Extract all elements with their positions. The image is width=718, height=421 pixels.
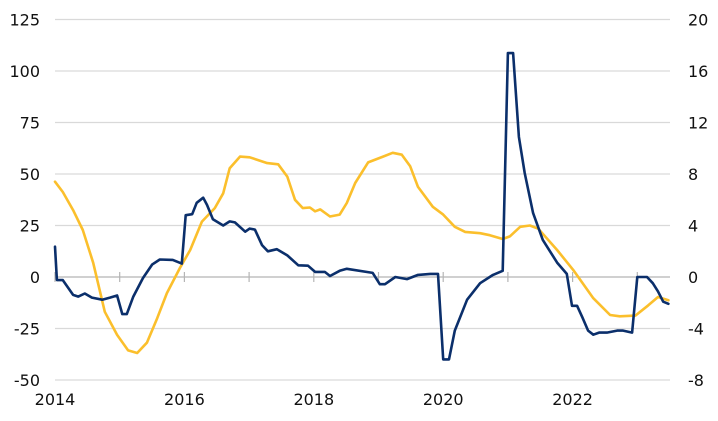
left-tick-label: 75 — [20, 114, 40, 133]
x-tick-label: 2020 — [423, 390, 464, 409]
right-tick-label: 12 — [688, 114, 708, 133]
right-axis-labels: 20 16 12 8 4 0 -4 -8 — [688, 11, 708, 391]
x-tick-label: 2018 — [293, 390, 334, 409]
gridlines — [55, 18, 670, 381]
right-tick-label: 0 — [688, 268, 698, 287]
x-axis-labels: 2014 2016 2018 2020 2022 — [35, 390, 593, 409]
left-axis-series-line — [53, 51, 670, 361]
left-tick-label: 50 — [20, 165, 40, 184]
x-tick-label: 2014 — [35, 390, 76, 409]
right-tick-label: 16 — [688, 62, 708, 81]
right-axis-series-line — [53, 151, 670, 355]
x-tick-label: 2022 — [552, 390, 593, 409]
right-tick-label: -8 — [688, 371, 704, 390]
right-tick-label: 8 — [688, 165, 698, 184]
right-tick-label: 4 — [688, 217, 698, 236]
left-tick-label: -50 — [14, 371, 40, 390]
left-tick-label: 125 — [9, 11, 40, 30]
left-tick-label: 100 — [9, 62, 40, 81]
left-axis-labels: 125 100 75 50 25 0 -25 -50 — [9, 11, 40, 391]
series-lines — [53, 51, 670, 361]
right-tick-label: 20 — [688, 11, 708, 30]
x-tick-label: 2016 — [164, 390, 205, 409]
left-tick-label: 0 — [30, 268, 40, 287]
left-tick-label: -25 — [14, 320, 40, 339]
left-tick-label: 25 — [20, 217, 40, 236]
right-tick-label: -4 — [688, 320, 704, 339]
